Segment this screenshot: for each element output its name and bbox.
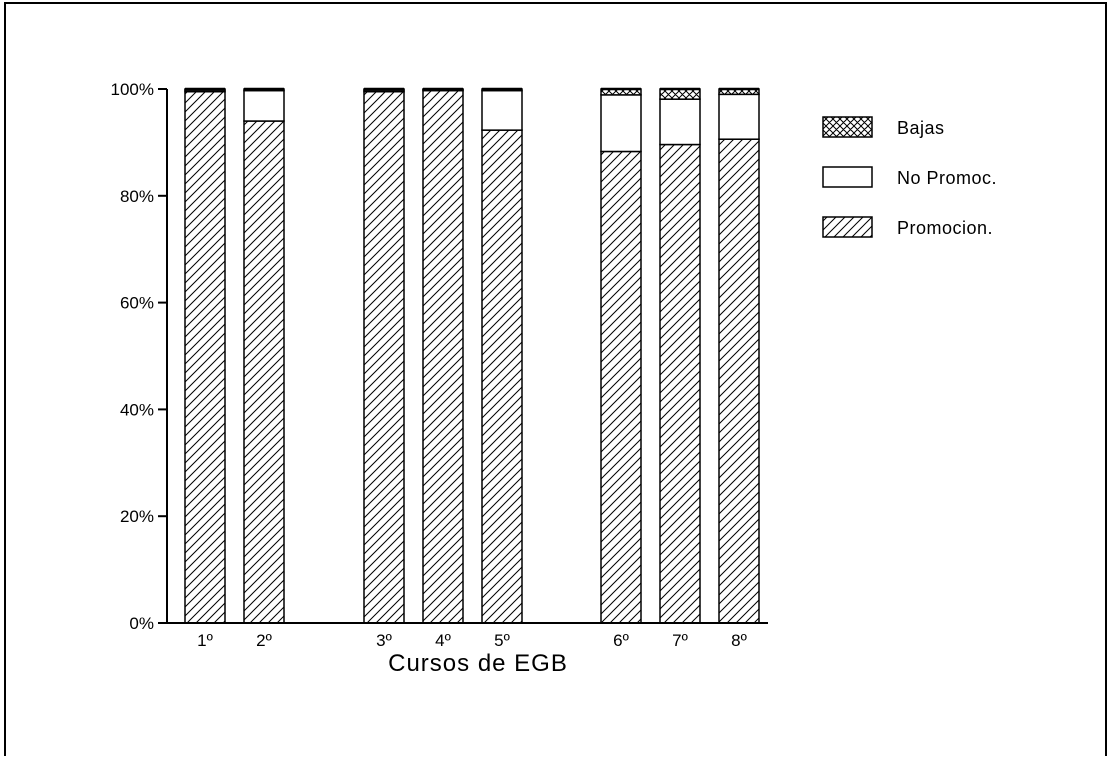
bar-segment-bajas-7 — [659, 88, 701, 100]
bar-stack-6 — [600, 87, 642, 624]
x-tick-label: 8º — [731, 631, 747, 650]
y-axis: 0% 20% 40% 60% 80% 100% — [111, 80, 168, 633]
bar-segment-no-promoc-6 — [600, 94, 642, 153]
legend: Bajas No Promoc. Promocion. — [822, 116, 997, 238]
bar-segment-promocion-6 — [600, 150, 642, 624]
y-tick-label: 20% — [120, 507, 154, 526]
legend-label: Promocion. — [897, 218, 993, 238]
chart-frame — [4, 2, 1107, 756]
bar-segment-no-promoc-2 — [243, 89, 285, 122]
x-tick-label: 5º — [494, 631, 510, 650]
y-tick-label: 60% — [120, 294, 154, 313]
y-tick-label: 0% — [129, 614, 154, 633]
x-tick-label: 1º — [197, 631, 213, 650]
bar-stack-7 — [659, 87, 701, 624]
legend-label: Bajas — [897, 118, 945, 138]
bar-stack-3 — [363, 87, 405, 624]
bar-stack-1 — [184, 87, 226, 624]
bar-segment-promocion-5 — [481, 129, 523, 624]
legend-swatch-3 — [822, 216, 873, 238]
x-tick-label: 2º — [256, 631, 272, 650]
x-tick-label: 4º — [435, 631, 451, 650]
x-axis: 1º 2º 3º 4º 5º 6º 7º 8º — [167, 622, 768, 650]
legend-label: No Promoc. — [897, 168, 997, 188]
bar-segment-promocion-2 — [243, 120, 285, 624]
x-tick-label: 3º — [376, 631, 392, 650]
x-tick-label: 6º — [613, 631, 629, 650]
y-tick-label: 80% — [120, 187, 154, 206]
bar-segment-promocion-1 — [184, 90, 226, 624]
bar-stack-2 — [243, 87, 285, 624]
bar-segment-promocion-7 — [659, 143, 701, 624]
bar-stack-4 — [422, 87, 464, 624]
x-axis-title: Cursos de EGB — [388, 650, 568, 677]
x-tick-label: 7º — [672, 631, 688, 650]
bars-layer — [184, 87, 760, 624]
bar-segment-no-promoc-5 — [481, 89, 523, 131]
legend-swatch-1 — [822, 116, 873, 138]
y-tick-label: 100% — [111, 80, 154, 99]
bar-segment-no-promoc-8 — [718, 93, 760, 140]
bar-segment-promocion-4 — [422, 89, 464, 624]
bar-segment-promocion-3 — [363, 90, 405, 624]
bar-segment-no-promoc-7 — [659, 98, 701, 146]
y-tick-label: 40% — [120, 400, 154, 419]
bar-segment-promocion-8 — [718, 138, 760, 624]
bar-stack-8 — [718, 87, 760, 624]
bar-stack-5 — [481, 87, 523, 624]
legend-swatch-2 — [822, 166, 873, 188]
